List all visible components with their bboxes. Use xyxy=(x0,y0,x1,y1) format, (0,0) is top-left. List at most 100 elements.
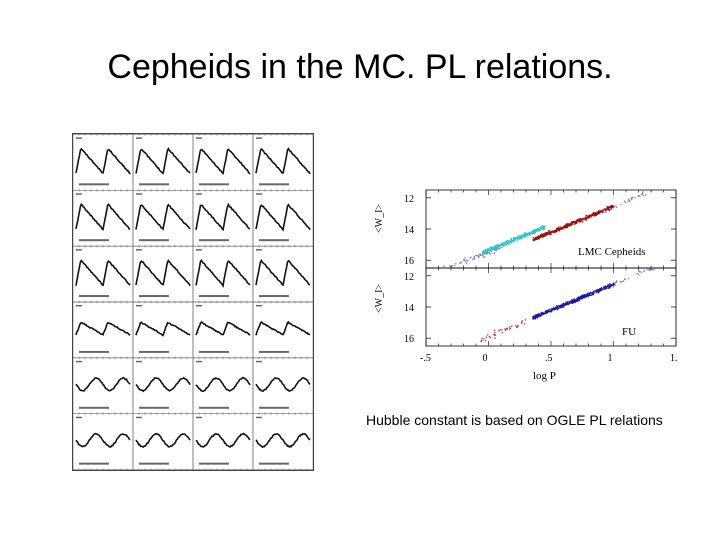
pl-point xyxy=(473,258,476,260)
pl-point xyxy=(523,234,526,236)
pl-point xyxy=(568,223,570,225)
pl-point xyxy=(515,237,518,239)
light-curve-panel xyxy=(73,413,134,470)
pl-point xyxy=(546,232,548,234)
pl-point xyxy=(551,308,554,310)
pl-point xyxy=(573,220,575,223)
pl-point xyxy=(568,302,570,305)
pl-point xyxy=(610,284,612,286)
pl-point xyxy=(593,215,595,217)
pl-point xyxy=(585,214,588,217)
pl-point xyxy=(473,255,475,258)
pl-point xyxy=(606,286,608,288)
pl-point xyxy=(643,270,645,272)
pl-point xyxy=(548,232,551,234)
pl-point xyxy=(580,218,582,220)
pl-point xyxy=(533,232,535,235)
pl-point xyxy=(510,239,513,241)
pl-point xyxy=(637,195,639,197)
pl-point xyxy=(519,235,521,237)
pl-point xyxy=(598,289,600,292)
pl-point xyxy=(601,210,603,213)
pl-point xyxy=(600,288,602,291)
pl-point xyxy=(537,235,539,237)
pl-point xyxy=(587,293,589,295)
pl-point xyxy=(545,311,548,313)
pl-point xyxy=(542,236,544,238)
pl-point xyxy=(536,314,538,316)
pl-point xyxy=(449,265,451,267)
pl-point xyxy=(600,288,602,290)
pl-point xyxy=(607,284,610,287)
light-curve-panel xyxy=(192,134,254,191)
pl-point xyxy=(561,304,564,307)
pl-point xyxy=(550,232,552,234)
pl-point xyxy=(604,285,606,288)
pl-point xyxy=(482,251,484,253)
pl-point xyxy=(612,206,615,208)
pl-point xyxy=(590,294,592,297)
pl-point xyxy=(535,317,537,319)
light-curve-panel xyxy=(192,357,254,414)
pl-point xyxy=(580,295,582,298)
pl-point xyxy=(612,282,614,284)
pl-point xyxy=(532,237,535,239)
pl-point xyxy=(486,248,489,251)
pl-point xyxy=(493,245,495,248)
pl-point xyxy=(540,227,542,229)
pl-point xyxy=(560,306,563,308)
light-curve-panel xyxy=(132,245,194,303)
pl-point xyxy=(507,243,509,245)
pl-point xyxy=(513,237,515,239)
pl-point xyxy=(569,222,572,224)
pl-point xyxy=(579,220,581,223)
pl-point xyxy=(584,216,586,219)
pl-point xyxy=(602,211,604,213)
pl-point xyxy=(606,209,608,211)
pl-point xyxy=(498,330,500,332)
pl-point xyxy=(572,300,574,303)
light-curve-panel xyxy=(252,190,313,247)
pl-point xyxy=(556,308,558,310)
pl-point xyxy=(594,212,596,215)
pl-point xyxy=(638,270,640,272)
pl-point xyxy=(579,297,581,300)
pl-point xyxy=(578,299,581,302)
pl-point xyxy=(571,222,573,225)
pl-point xyxy=(491,247,493,249)
pl-point xyxy=(574,222,576,224)
light-curve-panel xyxy=(252,357,313,414)
pl-point xyxy=(569,223,571,225)
pl-point xyxy=(491,246,494,249)
slide-caption: Hubble constant is based on OGLE PL rela… xyxy=(366,412,663,428)
pl-point xyxy=(605,286,607,289)
pl-point xyxy=(586,216,588,219)
pl-point xyxy=(598,212,600,215)
pl-point xyxy=(557,305,559,307)
pl-point xyxy=(597,290,599,292)
pl-point xyxy=(631,198,633,201)
pl-point xyxy=(565,303,567,305)
pl-point xyxy=(541,225,544,227)
pl-point xyxy=(624,201,627,204)
pl-point xyxy=(609,286,611,288)
pl-point xyxy=(541,311,543,313)
pl-point xyxy=(536,237,538,239)
pl-point xyxy=(564,227,566,229)
pl-point xyxy=(550,311,552,313)
pl-point xyxy=(451,264,453,267)
pl-point xyxy=(620,280,622,283)
pl-point xyxy=(504,328,506,330)
pl-point xyxy=(546,311,548,314)
pl-point xyxy=(592,213,594,216)
pl-point xyxy=(584,218,586,220)
pl-point xyxy=(544,312,547,314)
pl-point xyxy=(597,292,599,294)
light-curve-panel xyxy=(132,134,194,191)
pl-point xyxy=(494,249,496,251)
pl-point xyxy=(589,294,591,296)
pl-point xyxy=(534,315,537,317)
pl-point xyxy=(556,230,558,233)
pl-point xyxy=(542,235,544,237)
pl-point xyxy=(554,230,556,232)
